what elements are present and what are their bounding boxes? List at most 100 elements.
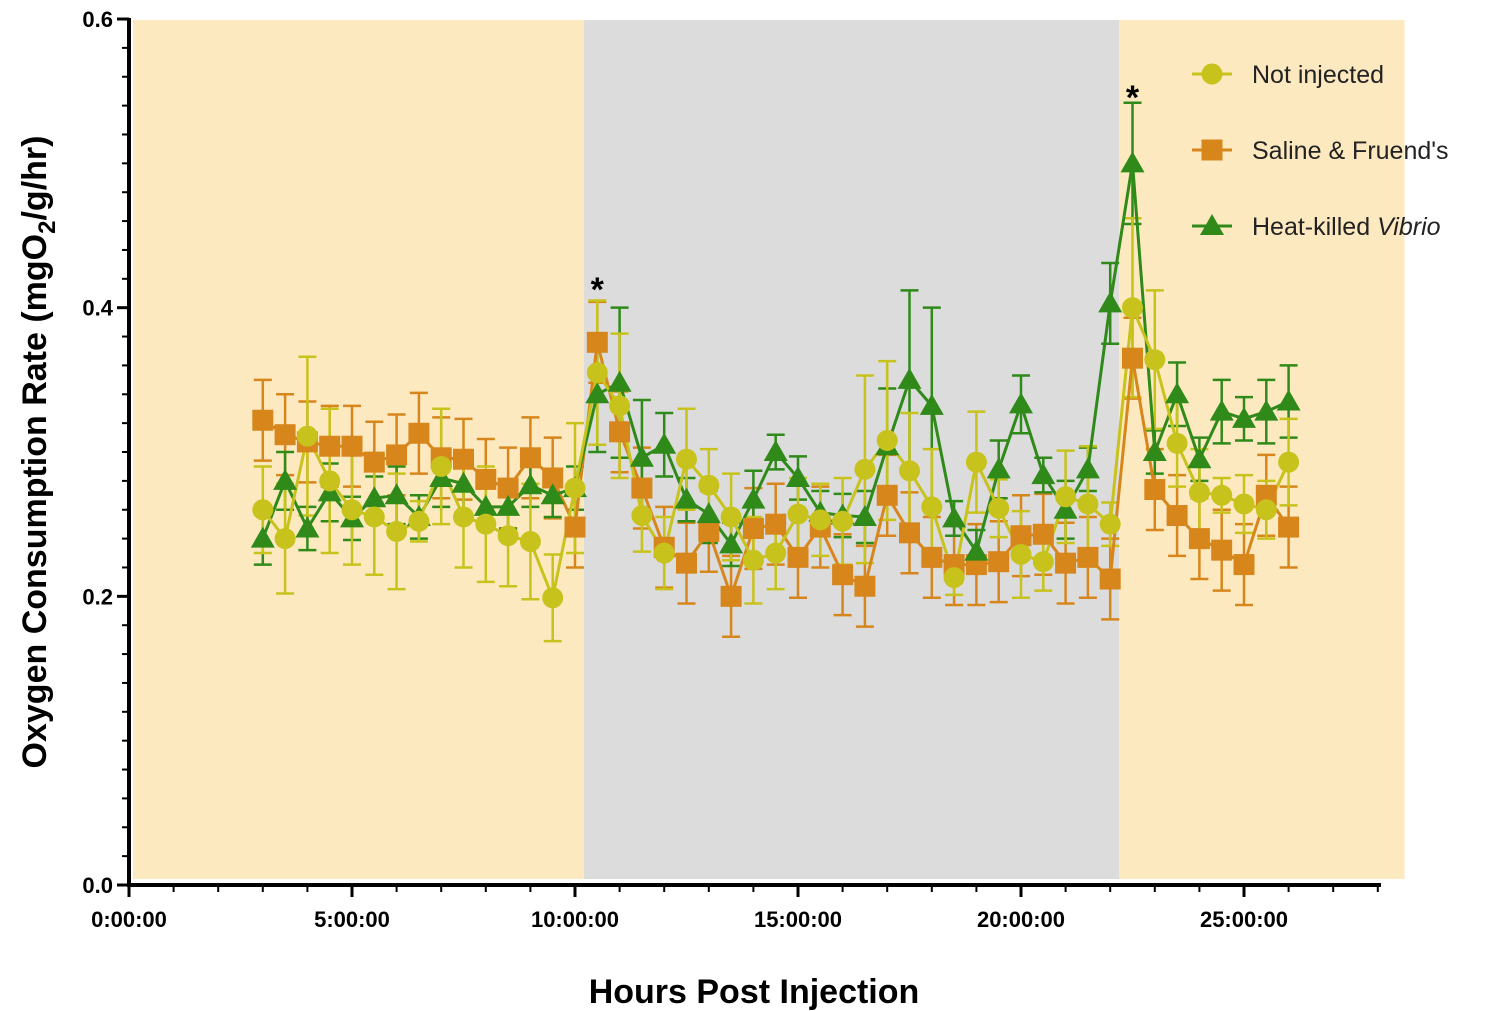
series-2-point — [473, 494, 498, 516]
series-2-point — [540, 483, 565, 505]
series-0-point — [631, 505, 653, 527]
series-2-point — [1098, 291, 1123, 313]
series-0-point — [1077, 493, 1099, 515]
series-1-point — [542, 467, 564, 489]
series-1-point — [519, 447, 541, 469]
series-2-point — [1276, 389, 1301, 411]
series-0-point — [519, 530, 541, 552]
series-0-point — [809, 509, 831, 531]
series-0-point — [832, 510, 854, 532]
series-1-point — [1099, 568, 1121, 590]
series-1-point — [1255, 484, 1277, 506]
series-1-point — [564, 516, 586, 538]
series-0-point — [319, 470, 341, 492]
series-1-point — [1166, 505, 1188, 527]
legend-marker — [1201, 139, 1223, 161]
x-tick-label: 25:00:00 — [1200, 907, 1288, 932]
series-0-point — [765, 542, 787, 564]
series-2-point — [741, 487, 766, 509]
series-0-point — [1211, 484, 1233, 506]
series-1-point — [988, 551, 1010, 573]
series-0-point — [1166, 432, 1188, 454]
series-1-point — [1077, 546, 1099, 568]
legend-label: Not injected — [1252, 61, 1384, 89]
legend-label-italic: Vibrio — [1377, 213, 1441, 241]
series-1-point — [586, 331, 608, 353]
y-tick-label: 0.0 — [82, 873, 113, 898]
series-1-point — [497, 477, 519, 499]
x-tick-label: 0:00:00 — [91, 907, 167, 932]
series-0-point — [564, 477, 586, 499]
series-2-point — [250, 526, 275, 548]
series-0-point — [899, 460, 920, 482]
series-0-point — [1278, 451, 1300, 473]
series-0-point — [430, 455, 452, 477]
series-1-point — [787, 546, 809, 568]
series-1-point — [1122, 347, 1143, 369]
series-1-point — [899, 522, 920, 544]
series-2-point — [964, 539, 989, 561]
series-2-point — [1165, 382, 1190, 404]
series-1-point — [676, 552, 697, 574]
series-0-point — [475, 513, 497, 535]
series-2-point — [942, 506, 967, 528]
series-0-point — [408, 510, 430, 532]
series-2-point — [719, 532, 744, 554]
series-0-point — [363, 506, 385, 528]
series-1-point — [363, 451, 385, 473]
significance-annotations: ** — [591, 79, 1140, 309]
legend: Not injected Saline & Fruend's Heat-killed… — [1192, 61, 1449, 241]
series-2-point — [1187, 447, 1212, 469]
significance-asterisk: * — [591, 271, 605, 309]
series-0-point — [742, 549, 764, 571]
legend-label: Heat-killed Vibrio — [1252, 213, 1441, 241]
series-0-point — [676, 448, 697, 470]
series-1-point — [408, 422, 430, 444]
series-2-point — [496, 494, 521, 516]
series-0-point — [386, 520, 408, 542]
series-1-point — [698, 520, 720, 542]
series-1-point — [1055, 552, 1077, 574]
series-2-point — [607, 370, 632, 392]
series-2-point — [295, 516, 320, 538]
legend-entry-1: Saline & Fruend's — [1192, 137, 1449, 165]
series-2-point — [362, 486, 387, 508]
series-1-point — [854, 575, 876, 597]
legend-entry-0: Not injected — [1192, 61, 1384, 89]
series-0-point — [876, 429, 898, 451]
series-0-point — [988, 497, 1010, 519]
series-0-point — [943, 567, 965, 589]
series-2-point — [674, 487, 699, 509]
series-0-point — [252, 499, 274, 521]
series-1-point — [252, 409, 274, 431]
series-2-point — [1254, 399, 1279, 421]
series-2-point — [986, 457, 1011, 479]
series-2-point — [384, 483, 409, 505]
series-0-point — [1055, 486, 1077, 508]
legend-marker — [1200, 214, 1224, 235]
y-axis-title-subscript: 2 — [34, 221, 61, 234]
series-2-point — [1142, 440, 1167, 462]
series-0-point — [274, 528, 296, 550]
series-0-point — [1122, 297, 1143, 319]
series-1-point — [274, 424, 296, 446]
series-1-point — [720, 585, 742, 607]
series-1-point — [386, 444, 408, 466]
series-0-point — [1032, 551, 1054, 573]
series-1-point — [1032, 523, 1054, 545]
x-tick-label: 5:00:00 — [314, 907, 390, 932]
series-2-point — [629, 445, 654, 467]
series-1-point — [742, 518, 764, 540]
y-tick-label: 0.2 — [82, 584, 113, 609]
series-1-point — [921, 546, 943, 568]
series-2-point — [786, 465, 810, 487]
series-2-point — [1053, 497, 1078, 519]
series-1-point — [1233, 554, 1255, 576]
series-2-point — [1232, 406, 1256, 428]
y-axis-title-main: Oxygen Consumption Rate (mgO — [16, 234, 54, 769]
series-0-point — [965, 451, 987, 473]
series-0-point — [1144, 349, 1166, 371]
series-2-point — [1009, 392, 1033, 414]
series-1-point — [1211, 539, 1233, 561]
